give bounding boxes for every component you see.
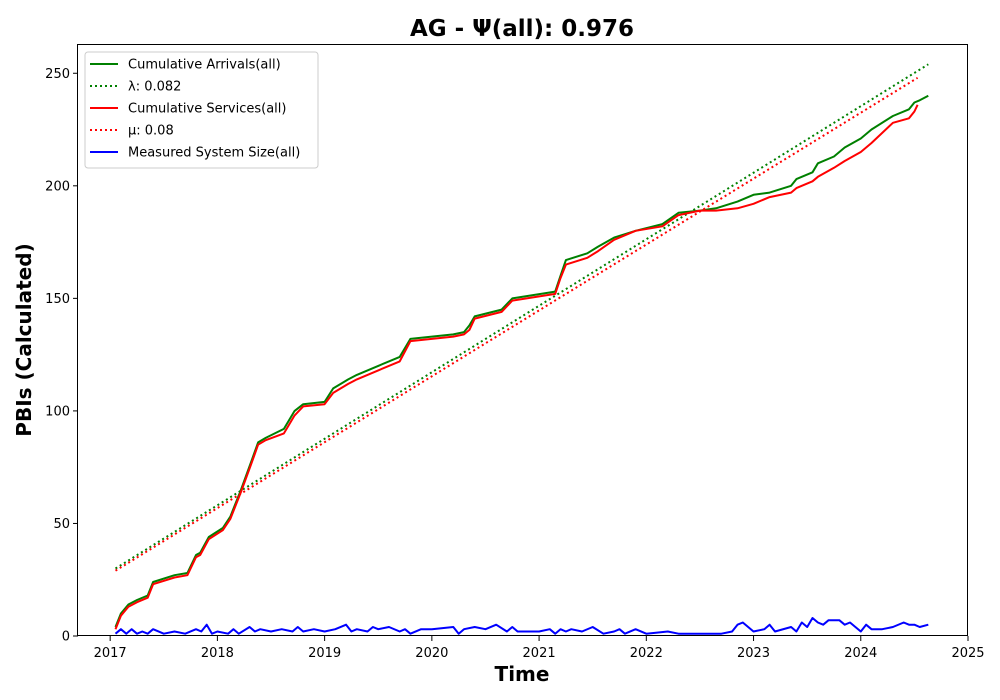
- legend-label: λ: 0.082: [128, 80, 181, 95]
- x-tick-label: 2024: [844, 646, 877, 661]
- x-tick-label: 2021: [523, 646, 556, 661]
- series-line-4: [114, 617, 929, 635]
- y-tick-label: 250: [45, 67, 70, 82]
- x-axis-label: Time: [495, 662, 550, 686]
- y-axis-label: PBIs (Calculated): [12, 243, 36, 436]
- y-tick-label: 0: [62, 630, 70, 645]
- plot-frame: [77, 44, 968, 636]
- legend-label: Measured System Size(all): [128, 146, 300, 161]
- y-tick-label: 50: [53, 517, 70, 532]
- legend-label: Cumulative Arrivals(all): [128, 58, 281, 73]
- x-tick-label: 2025: [951, 646, 984, 661]
- series-line-2: [114, 104, 919, 630]
- y-tick-label: 200: [45, 179, 70, 194]
- legend-box: [84, 51, 319, 169]
- x-tick-label: 2019: [308, 646, 341, 661]
- y-tick-label: 100: [45, 404, 70, 419]
- x-tick-label: 2022: [630, 646, 663, 661]
- x-tick-label: 2020: [415, 646, 448, 661]
- legend-label: Cumulative Services(all): [128, 102, 286, 117]
- series-line-0: [114, 94, 929, 628]
- y-tick-label: 150: [45, 292, 70, 307]
- chart-title: AG - Ψ(all): 0.976: [410, 16, 634, 42]
- x-tick-label: 2017: [94, 646, 127, 661]
- series-line-3: [114, 76, 919, 572]
- legend-label: μ: 0.08: [128, 124, 174, 139]
- x-tick-label: 2018: [201, 646, 234, 661]
- x-tick-label: 2023: [737, 646, 770, 661]
